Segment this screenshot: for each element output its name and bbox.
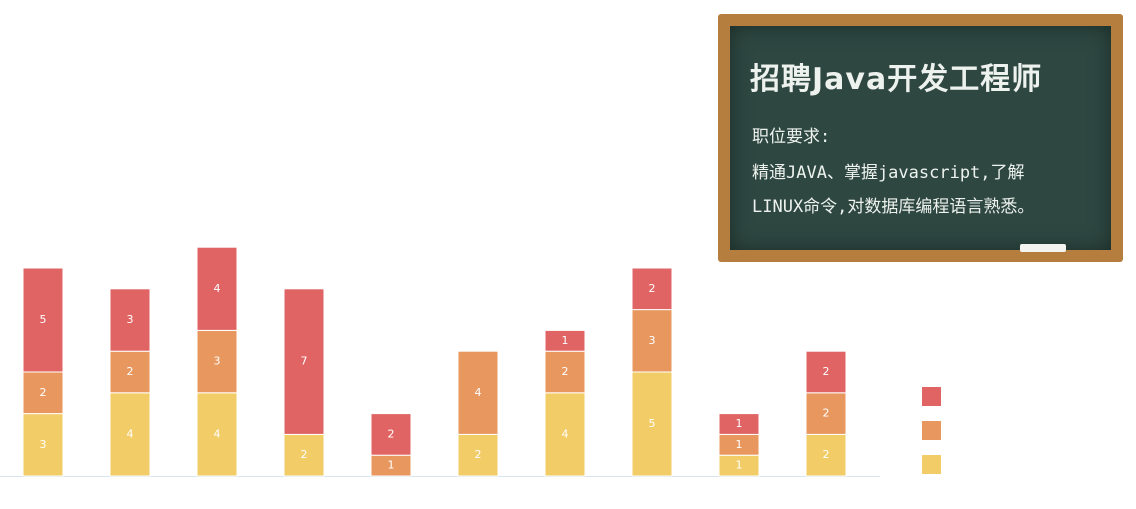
board-subtitle: 职位要求: xyxy=(752,127,831,147)
bar-segment xyxy=(544,329,586,352)
value-label: 4 xyxy=(214,282,221,295)
value-label: 1 xyxy=(736,459,743,472)
value-label: 2 xyxy=(823,365,830,378)
legend-swatch xyxy=(922,387,941,406)
value-label: 2 xyxy=(127,365,134,378)
value-label: 1 xyxy=(736,417,743,430)
value-label: 5 xyxy=(649,417,656,430)
bar-segment xyxy=(196,392,238,477)
bar-segment xyxy=(283,288,325,435)
bar-segment xyxy=(457,350,499,435)
chalkboard: 招聘Java开发工程师 职位要求: 精通JAVA、掌握javascript,了解… xyxy=(718,14,1123,262)
bar-segment xyxy=(196,246,238,331)
legend-swatch xyxy=(922,455,941,474)
bar-segment xyxy=(631,309,673,373)
bar-segment xyxy=(631,371,673,477)
bar-segment xyxy=(544,350,586,394)
bar-segment xyxy=(109,288,151,352)
value-label: 1 xyxy=(736,438,743,451)
bar-segment xyxy=(109,392,151,477)
bar-segment xyxy=(370,413,412,456)
bar-segment xyxy=(196,329,238,394)
board-line: 精通JAVA、掌握javascript,了解 xyxy=(752,163,1025,183)
value-label: 4 xyxy=(127,427,134,440)
value-label: 2 xyxy=(649,282,656,295)
bar-segment xyxy=(22,371,64,415)
value-label: 5 xyxy=(40,313,47,326)
bar-segment xyxy=(805,350,847,394)
bar-segment xyxy=(544,392,586,477)
bar-segment xyxy=(109,350,151,394)
value-label: 2 xyxy=(475,448,482,461)
value-label: 1 xyxy=(388,459,395,472)
value-label: 4 xyxy=(214,427,221,440)
bar-segment xyxy=(22,413,64,477)
value-label: 2 xyxy=(388,427,395,440)
board-title: 招聘Java开发工程师 xyxy=(750,62,1043,97)
value-label: 7 xyxy=(301,355,308,368)
bar-segment xyxy=(22,267,64,373)
value-label: 2 xyxy=(823,448,830,461)
bar-segment xyxy=(805,433,847,477)
bar-segment xyxy=(718,413,760,435)
legend-swatch xyxy=(922,421,941,440)
value-label: 3 xyxy=(40,438,47,451)
chalk xyxy=(1020,244,1066,252)
bar-segment xyxy=(805,392,847,435)
bar-segment xyxy=(631,267,673,311)
value-label: 3 xyxy=(214,355,221,368)
value-label: 3 xyxy=(127,313,134,326)
value-label: 2 xyxy=(40,386,47,399)
board-line: LINUX命令,对数据库编程语言熟悉。 xyxy=(752,197,1035,217)
value-label: 4 xyxy=(562,427,569,440)
value-label: 2 xyxy=(562,365,569,378)
value-label: 2 xyxy=(301,448,308,461)
value-label: 1 xyxy=(562,334,569,347)
value-label: 4 xyxy=(475,386,482,399)
value-label: 3 xyxy=(649,334,656,347)
value-label: 2 xyxy=(823,407,830,420)
